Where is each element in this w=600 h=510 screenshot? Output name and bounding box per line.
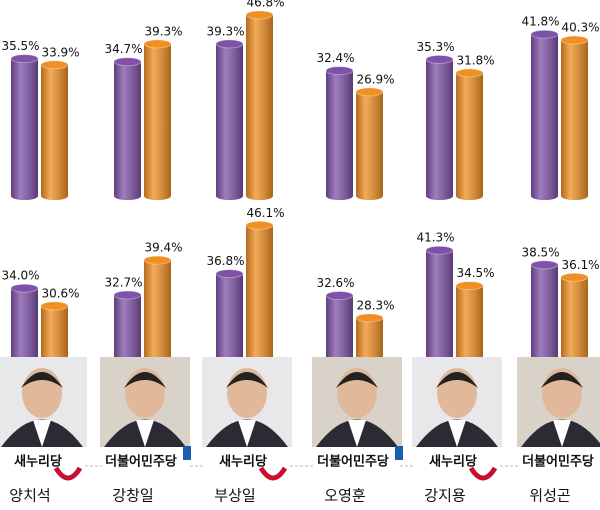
party-logo: 새누리당 — [429, 454, 477, 470]
party-logo: 새누리당 — [14, 454, 62, 470]
value-label: 46.8% — [246, 0, 284, 9]
candidate-name: 강지용 — [424, 487, 465, 505]
value-label: 34.0% — [1, 269, 39, 283]
candidate-photo — [412, 357, 502, 447]
candidate-photo — [100, 357, 190, 447]
value-label: 35.5% — [1, 39, 39, 53]
party-logo: 새누리당 — [219, 454, 267, 470]
value-label: 39.4% — [144, 241, 182, 255]
value-label: 32.4% — [316, 51, 354, 65]
value-label: 41.8% — [521, 15, 559, 29]
candidate-photo — [517, 357, 600, 447]
value-label: 39.3% — [144, 24, 182, 38]
value-label: 39.3% — [206, 24, 244, 38]
candidate-photo — [312, 357, 402, 447]
party-logo: 더불어민주당 — [105, 454, 177, 470]
value-label: 36.8% — [206, 254, 244, 268]
candidate-name: 오영훈 — [324, 487, 365, 505]
value-label: 32.6% — [316, 276, 354, 290]
bars-layer: 35.5% 34.7%39.3%32.4%35.3%41.8%33.9%39.3%… — [1, 0, 600, 357]
value-label: 32.7% — [104, 275, 142, 289]
value-label: 34.7% — [104, 42, 142, 56]
value-label: 38.5% — [521, 245, 559, 259]
value-label: 41.3% — [416, 231, 454, 245]
party-logo: 더불어민주당 — [522, 454, 594, 470]
candidate-photo — [0, 357, 87, 447]
value-label: 33.9% — [41, 45, 79, 59]
party-logo: 더불어민주당 — [317, 454, 389, 470]
candidate-name: 강창일 — [112, 487, 153, 505]
candidate-photo — [202, 357, 292, 447]
candidate-name: 위성곤 — [529, 487, 570, 505]
value-label: 35.3% — [416, 40, 454, 54]
candidate-name: 부상일 — [214, 487, 255, 505]
value-label: 31.8% — [456, 53, 494, 67]
value-label: 30.6% — [41, 286, 79, 300]
value-label: 34.5% — [456, 266, 494, 280]
value-label: 40.3% — [561, 21, 599, 35]
value-label: 28.3% — [356, 298, 394, 312]
value-label: 46.1% — [246, 206, 284, 220]
value-label: 36.1% — [561, 258, 599, 272]
value-label: 26.9% — [356, 72, 394, 86]
candidate-name: 양치석 — [9, 487, 50, 505]
